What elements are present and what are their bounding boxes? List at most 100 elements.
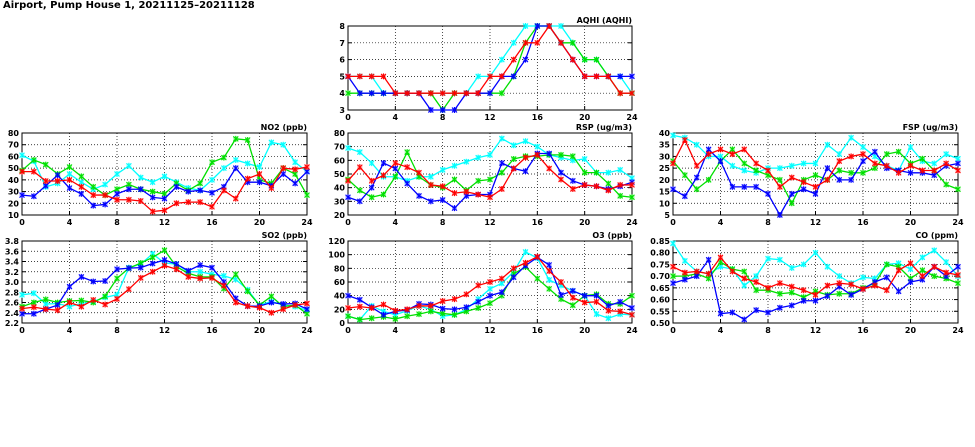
marker-star — [558, 151, 564, 158]
data-point — [161, 262, 168, 269]
data-point — [558, 296, 564, 303]
data-point — [717, 310, 724, 317]
marker-star — [812, 183, 819, 190]
x-tick-label: 0 — [19, 218, 25, 227]
marker-star — [883, 261, 890, 268]
marker-star — [534, 253, 541, 260]
marker-star — [356, 73, 363, 80]
data-point — [717, 254, 724, 261]
marker-star — [197, 180, 203, 187]
data-point — [788, 190, 795, 197]
y-tick-label: 30 — [659, 152, 671, 161]
y-tick-label: 6 — [339, 56, 345, 65]
marker-star — [19, 291, 25, 298]
x-tick-label: 0 — [345, 326, 351, 335]
data-point — [31, 290, 37, 297]
y-tick-label: 15 — [659, 188, 671, 197]
y-tick-label: 0.50 — [650, 319, 670, 328]
marker-star — [416, 311, 422, 318]
marker-star — [593, 56, 600, 63]
chart-panel: 0 20 40 60 80 100 120 0 4 8 12 16 20 24 O3 (ppb) — [328, 231, 638, 335]
marker-star — [356, 187, 363, 194]
marker-star — [907, 169, 914, 176]
marker-star — [510, 142, 517, 149]
data-point — [522, 39, 529, 46]
marker-star — [90, 183, 97, 190]
marker-star — [907, 266, 914, 273]
data-point — [534, 275, 541, 282]
data-point — [605, 180, 612, 187]
data-point — [416, 311, 422, 318]
data-point — [137, 186, 144, 193]
data-point — [629, 90, 635, 97]
marker-star — [617, 181, 624, 188]
marker-star — [788, 162, 795, 169]
data-point — [498, 186, 505, 193]
marker-star — [292, 166, 298, 173]
data-point — [114, 196, 120, 203]
marker-star — [955, 160, 961, 167]
marker-star — [753, 273, 759, 280]
marker-star — [451, 162, 458, 169]
marker-star — [78, 173, 85, 180]
data-point — [475, 73, 482, 80]
marker-star — [221, 187, 227, 194]
marker-star — [90, 192, 97, 199]
marker-star — [173, 266, 180, 273]
data-point — [368, 304, 375, 311]
data-point — [345, 73, 351, 80]
data-point — [356, 198, 363, 205]
data-point — [292, 171, 298, 177]
marker-star — [510, 39, 517, 46]
marker-star — [345, 73, 351, 80]
marker-star — [943, 181, 949, 188]
marker-star — [368, 194, 375, 201]
marker-star — [304, 300, 310, 307]
data-point — [368, 184, 375, 191]
marker-star — [788, 200, 795, 207]
marker-star — [693, 268, 700, 275]
marker-star — [788, 283, 795, 290]
marker-star — [114, 196, 120, 203]
marker-star — [451, 176, 458, 183]
data-point — [256, 163, 263, 170]
marker-star — [380, 301, 387, 308]
marker-star — [848, 176, 854, 183]
marker-star — [593, 311, 600, 318]
data-point — [439, 196, 446, 203]
marker-star — [522, 168, 529, 175]
data-point — [741, 316, 748, 323]
marker-star — [670, 280, 676, 287]
data-point — [19, 291, 25, 298]
data-point — [475, 154, 482, 161]
marker-star — [812, 172, 819, 179]
marker-star — [931, 167, 938, 174]
marker-star — [451, 107, 458, 113]
data-point — [66, 299, 73, 306]
data-point — [777, 165, 783, 172]
marker-star — [777, 304, 783, 311]
marker-star — [895, 169, 902, 176]
marker-star — [232, 165, 239, 172]
data-point — [788, 289, 795, 296]
marker-star — [439, 166, 446, 173]
chart-panel: 3 4 5 6 7 8 0 4 8 12 16 20 24 AQHI (AQHI) — [339, 16, 638, 122]
x-tick-label: 20 — [579, 326, 591, 335]
marker-star — [19, 168, 25, 175]
marker-star — [368, 90, 375, 97]
marker-star — [221, 154, 227, 161]
data-point — [729, 183, 736, 190]
data-point — [149, 194, 156, 201]
data-point — [741, 268, 748, 275]
data-point — [416, 192, 422, 199]
marker-star — [812, 297, 819, 304]
data-point — [280, 301, 287, 308]
data-point — [836, 280, 843, 287]
marker-star — [860, 169, 866, 176]
marker-star — [788, 289, 795, 296]
marker-star — [605, 315, 612, 322]
data-point — [907, 266, 914, 273]
y-tick-label: 0.55 — [650, 307, 670, 316]
data-point — [345, 292, 351, 299]
data-point — [788, 264, 795, 271]
